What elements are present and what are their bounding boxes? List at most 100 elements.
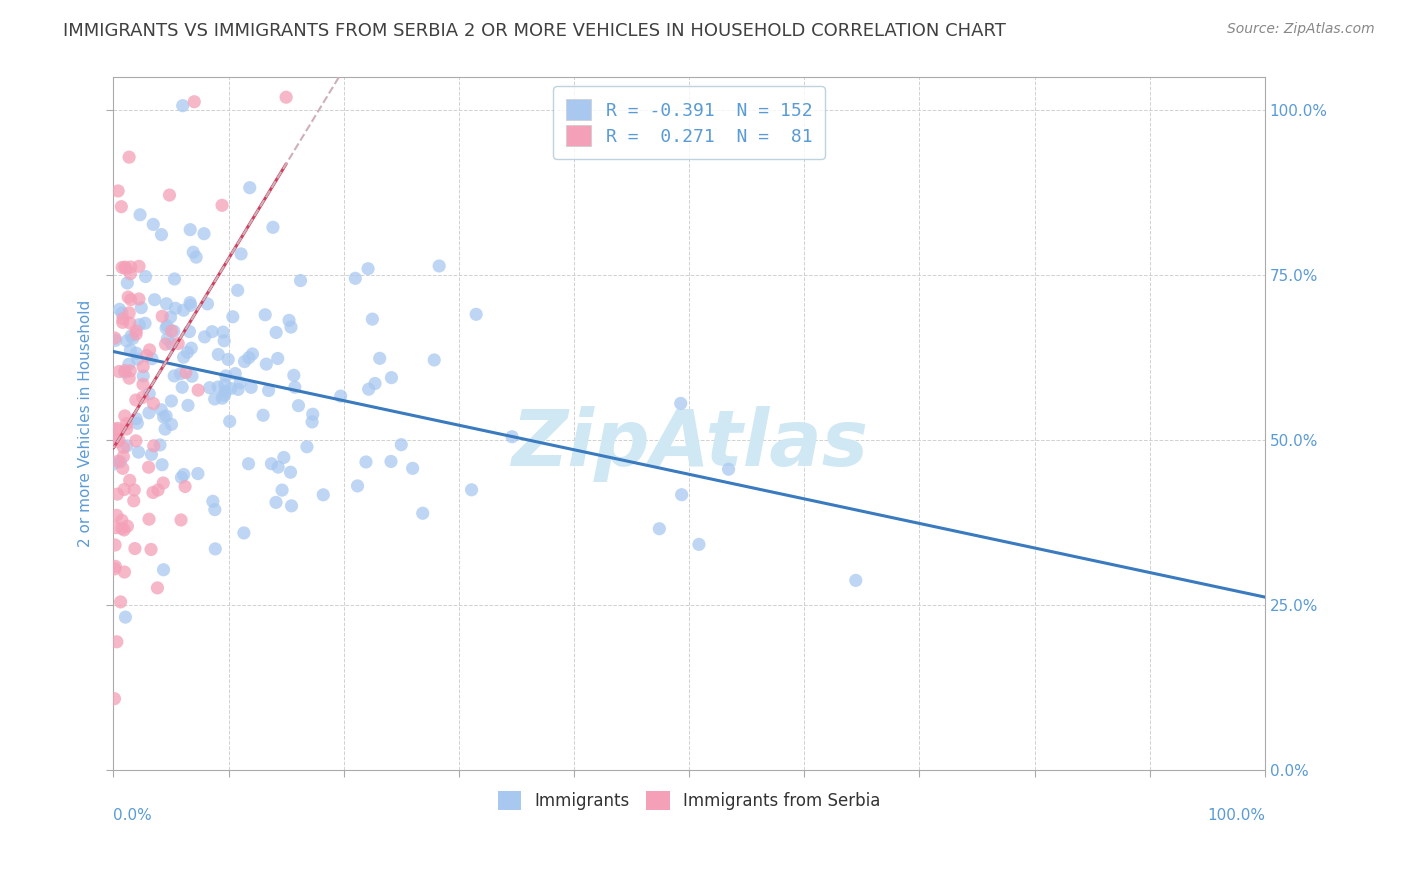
Point (115, 417, 138, 431)
Point (104, 562, 127, 576)
Point (152, 475, 174, 490)
Point (368, 351, 391, 366)
Point (110, 200, 132, 214)
Point (501, 430, 523, 444)
Point (138, 343, 160, 357)
Point (173, 350, 195, 364)
Point (134, 316, 156, 330)
Point (155, 409, 177, 423)
Point (112, 483, 135, 497)
Point (215, 368, 238, 383)
Point (160, 417, 183, 432)
Point (125, 324, 148, 338)
Point (240, 380, 263, 394)
Point (174, 479, 197, 493)
Point (128, 292, 150, 306)
Point (129, 301, 152, 315)
Point (115, 422, 138, 436)
Point (117, 290, 139, 304)
Point (238, 457, 260, 471)
Point (107, 454, 129, 468)
Point (124, 541, 146, 556)
Point (346, 479, 368, 493)
Point (120, 260, 142, 274)
Point (180, 341, 202, 355)
Point (267, 351, 290, 366)
Point (214, 388, 236, 402)
Point (149, 438, 172, 452)
Point (211, 198, 233, 212)
Point (132, 359, 155, 374)
Point (273, 450, 295, 465)
Point (112, 441, 135, 455)
Point (229, 247, 252, 261)
Point (150, 402, 173, 417)
Point (194, 330, 217, 344)
Point (114, 610, 136, 624)
Point (111, 513, 134, 527)
Point (204, 392, 226, 406)
Point (271, 483, 294, 497)
Point (465, 307, 488, 321)
Point (139, 542, 162, 557)
Point (283, 368, 305, 383)
Point (173, 303, 195, 318)
Point (160, 336, 183, 351)
Point (141, 447, 163, 461)
Point (117, 519, 139, 533)
Point (207, 380, 229, 394)
Point (254, 357, 277, 371)
Point (229, 376, 252, 390)
Point (264, 326, 287, 340)
Point (179, 222, 201, 236)
Point (150, 458, 173, 472)
Text: ZipAtlas: ZipAtlas (510, 406, 868, 483)
Point (115, 334, 138, 348)
Point (401, 461, 423, 475)
Point (138, 512, 160, 526)
Point (380, 370, 402, 384)
Text: 100.0%: 100.0% (1206, 808, 1265, 823)
Point (105, 508, 128, 523)
Point (120, 293, 142, 307)
Point (104, 333, 127, 347)
Point (111, 461, 134, 475)
Point (120, 329, 142, 343)
Point (127, 352, 149, 367)
Point (344, 271, 367, 285)
Point (170, 470, 193, 484)
Point (118, 474, 141, 488)
Point (117, 276, 139, 290)
Point (125, 327, 148, 342)
Point (219, 381, 242, 395)
Point (138, 406, 160, 420)
Point (163, 368, 186, 383)
Point (181, 245, 204, 260)
Point (186, 250, 208, 264)
Point (104, 559, 127, 574)
Point (142, 439, 165, 453)
Point (163, 324, 186, 338)
Point (180, 298, 202, 312)
Point (226, 383, 249, 397)
Point (159, 188, 181, 202)
Point (267, 460, 290, 475)
Point (172, 380, 194, 394)
Point (276, 90, 298, 104)
Point (104, 538, 127, 552)
Text: Source: ZipAtlas.com: Source: ZipAtlas.com (1227, 22, 1375, 37)
Point (129, 208, 152, 222)
Point (141, 351, 163, 366)
Point (165, 301, 187, 316)
Point (132, 369, 155, 384)
Point (156, 332, 179, 346)
Point (155, 337, 177, 351)
Point (688, 537, 710, 551)
Point (135, 269, 157, 284)
Point (669, 396, 692, 410)
Point (169, 367, 191, 381)
Point (222, 310, 245, 324)
Point (142, 218, 165, 232)
Point (226, 283, 249, 297)
Point (380, 454, 402, 468)
